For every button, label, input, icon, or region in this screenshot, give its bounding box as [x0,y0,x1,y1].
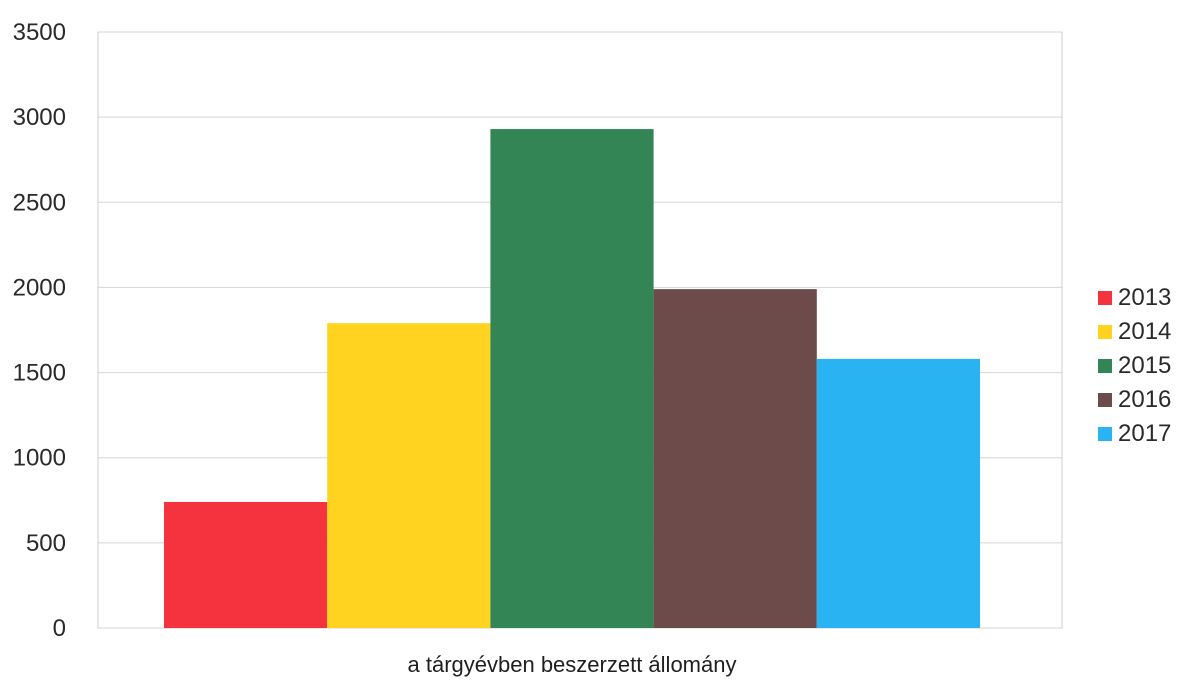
legend-swatch [1098,427,1112,441]
bar-2016 [653,289,817,628]
legend-label: 2017 [1118,420,1172,447]
y-tick-label: 3500 [13,19,66,46]
y-tick-label: 2500 [13,189,66,216]
legend-swatch [1098,359,1112,373]
chart-legend: 2013 2014 2015 2016 2017 [1098,284,1171,448]
legend-swatch [1098,393,1112,407]
bar-2015 [490,129,654,628]
legend-swatch [1098,325,1112,339]
y-tick-label: 2000 [13,274,66,301]
legend-item-2013: 2013 [1098,284,1171,312]
legend-item-2017: 2017 [1098,420,1171,448]
legend-item-2015: 2015 [1098,352,1171,380]
y-tick-label: 500 [26,530,66,557]
legend-label: 2013 [1118,284,1172,311]
x-category-label: a tárgyévben beszerzett állomány [408,652,737,677]
legend-label: 2015 [1118,352,1172,379]
legend-item-2014: 2014 [1098,318,1171,346]
legend-label: 2014 [1118,318,1172,345]
y-tick-label: 0 [53,615,66,642]
legend-swatch [1098,291,1112,305]
bar-2014 [327,323,491,628]
y-tick-label: 1500 [13,360,66,387]
y-tick-label: 3000 [13,104,66,131]
legend-label: 2016 [1118,386,1172,413]
y-tick-label: 1000 [13,445,66,472]
bar-2013 [164,501,328,628]
legend-item-2016: 2016 [1098,386,1171,414]
bar-2017 [816,358,980,628]
